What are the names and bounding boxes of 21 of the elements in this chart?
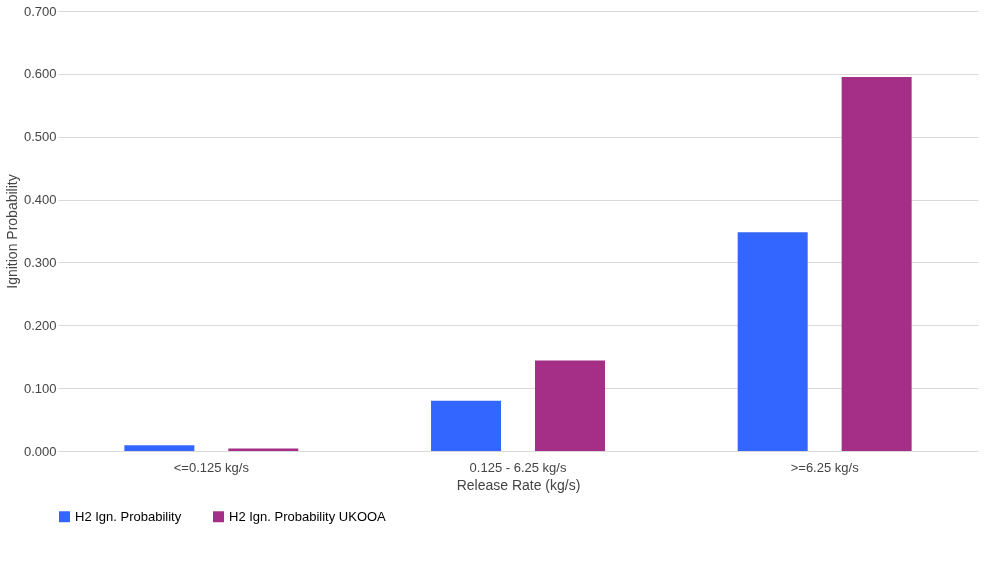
bar [124,445,195,451]
bar [534,360,605,451]
bar [228,448,299,451]
bar [841,77,912,451]
y-tick-label: 0.100 [23,380,57,396]
bar [737,232,808,451]
legend-label: H2 Ign. Probability [75,508,182,524]
x-tick-label: >=6.25 kg/s [790,459,860,475]
y-tick-label: 0.000 [23,443,57,459]
x-tick-label: 0.125 - 6.25 kg/s [469,459,567,475]
y-tick-label: 0.500 [23,129,57,145]
y-tick-label: 0.300 [23,254,57,270]
y-axis-title: Ignition Probability [3,174,20,289]
x-tick-label: <=0.125 kg/s [173,459,250,475]
y-tick-label: 0.600 [23,66,57,82]
x-axis-title: Release Rate (kg/s) [456,476,581,493]
y-tick-label: 0.200 [23,317,57,333]
bar [431,400,502,451]
y-tick-label: 0.700 [23,3,57,19]
legend-label: H2 Ign. Probability UKOOA [229,508,387,524]
y-tick-label: 0.400 [23,192,57,208]
